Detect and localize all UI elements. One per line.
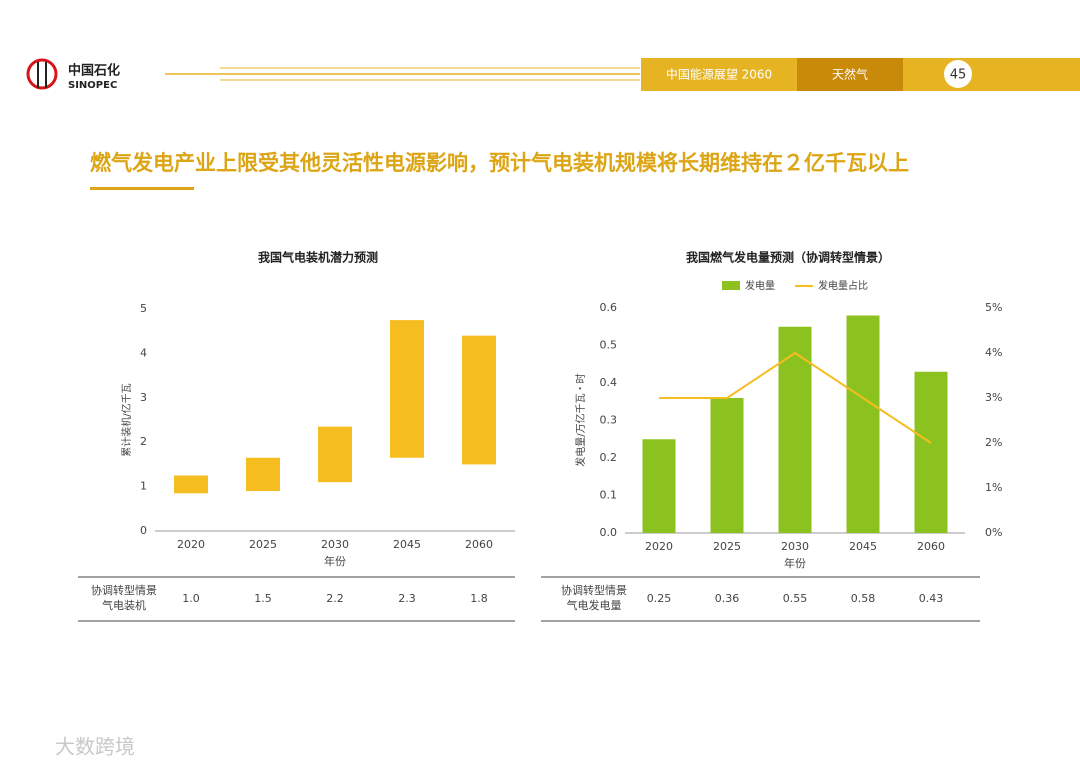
page-badge: [944, 60, 972, 88]
header-band: [641, 58, 797, 91]
table-cell: 0.55: [783, 592, 808, 605]
bar: [914, 371, 948, 533]
table-cell: 1.5: [254, 592, 272, 605]
x-axis-label: 年份: [784, 556, 806, 570]
y-tick-label: 0.0: [600, 526, 618, 539]
table-cell: 0.36: [715, 592, 740, 605]
range-bar: [390, 320, 424, 458]
page-number: 45: [950, 68, 967, 83]
logo-cn: 中国石化: [68, 63, 120, 79]
legend-swatch: [722, 281, 740, 290]
y2-tick-label: 4%: [985, 346, 1002, 359]
headline-underline: [90, 187, 194, 190]
table-row-label: 气电发电量: [567, 598, 622, 612]
bar: [642, 439, 676, 533]
y-tick-label: 0.2: [600, 451, 618, 464]
logo: 中国石化 SINOPEC: [26, 58, 120, 91]
range-bar: [246, 457, 280, 492]
table-cell: 1.0: [182, 592, 200, 605]
table-cell: 0.58: [851, 592, 876, 605]
y-tick-label: 3: [140, 391, 147, 404]
y-tick-label: 1: [140, 480, 147, 493]
report-name: 中国能源展望 2060: [666, 67, 772, 82]
x-tick-label: 2020: [177, 538, 205, 551]
bar: [846, 315, 880, 533]
x-tick-label: 2025: [249, 538, 277, 551]
range-bar: [318, 426, 352, 483]
y-tick-label: 0: [140, 524, 147, 537]
y2-tick-label: 1%: [985, 481, 1002, 494]
legend-label: 发电量: [745, 279, 775, 292]
header-band-active: [797, 58, 903, 91]
y-tick-label: 0.1: [600, 489, 618, 502]
y-axis-label: 累计装机/亿千瓦: [120, 383, 133, 456]
y2-tick-label: 0%: [985, 526, 1002, 539]
x-tick-label: 2060: [465, 538, 493, 551]
legend-label: 发电量占比: [818, 279, 868, 292]
x-tick-label: 2030: [781, 540, 809, 553]
bar: [710, 398, 744, 533]
range-bar: [174, 475, 208, 494]
table-row-label: 气电装机: [102, 598, 146, 612]
logo-en: SINOPEC: [68, 80, 117, 91]
chart-title: 我国燃气发电量预测（协调转型情景）: [686, 250, 890, 265]
y-tick-label: 0.6: [600, 301, 618, 314]
y2-tick-label: 3%: [985, 391, 1002, 404]
table-cell: 1.8: [470, 592, 488, 605]
table-row-label: 协调转型情景: [91, 583, 157, 597]
y2-tick-label: 5%: [985, 301, 1002, 314]
table-cell: 0.43: [919, 592, 944, 605]
range-bar: [462, 335, 496, 465]
watermark: 大数跨境: [55, 735, 135, 759]
table-cell: 2.2: [326, 592, 344, 605]
x-axis-label: 年份: [324, 554, 346, 568]
y-tick-label: 0.5: [600, 339, 618, 352]
header-band: [903, 58, 1080, 91]
x-tick-label: 2030: [321, 538, 349, 551]
section-name: 天然气: [832, 67, 868, 82]
y-tick-label: 5: [140, 302, 147, 315]
x-tick-label: 2045: [849, 540, 877, 553]
x-tick-label: 2045: [393, 538, 421, 551]
y2-tick-label: 2%: [985, 436, 1002, 449]
bar: [778, 326, 812, 533]
y-axis-label: 发电量/万亿千瓦・时: [574, 373, 587, 466]
x-tick-label: 2060: [917, 540, 945, 553]
table-cell: 2.3: [398, 592, 416, 605]
header-lines: [165, 67, 640, 81]
headline: 燃气发电产业上限受其他灵活性电源影响，预计气电装机规模将长期维持在２亿千瓦以上: [90, 151, 909, 175]
x-tick-label: 2020: [645, 540, 673, 553]
y-tick-label: 0.4: [600, 376, 618, 389]
chart-title: 我国气电装机潜力预测: [258, 250, 378, 265]
line: [659, 351, 932, 444]
logo-mark: [26, 58, 58, 90]
y-tick-label: 4: [140, 346, 147, 359]
table-row-label: 协调转型情景: [561, 583, 627, 597]
logo-mark-lines: [37, 62, 47, 88]
y-tick-label: 0.3: [600, 414, 618, 427]
y-tick-label: 2: [140, 435, 147, 448]
table-cell: 0.25: [647, 592, 672, 605]
x-tick-label: 2025: [713, 540, 741, 553]
